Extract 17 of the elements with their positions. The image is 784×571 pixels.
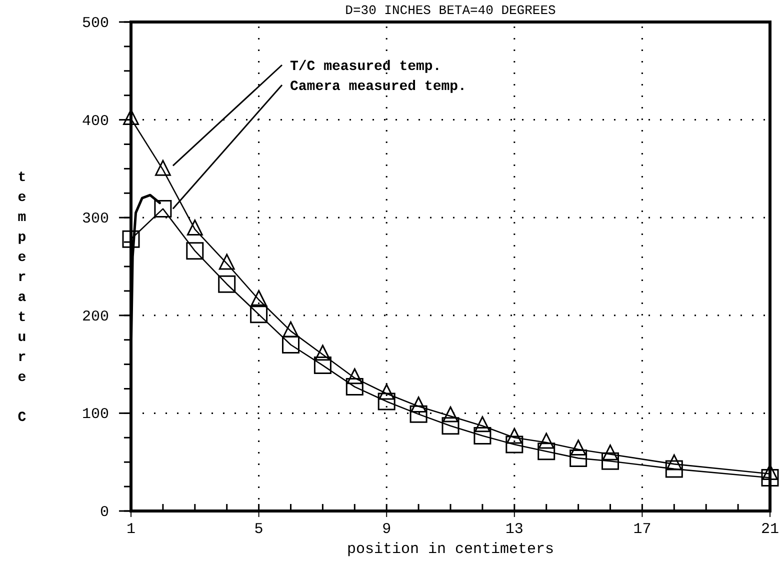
text: T/C measured temp. [290,59,442,75]
y-tick-label: 100 [82,406,109,424]
x-tick-label: 1 [126,521,136,538]
y-tick-label: 200 [82,308,109,326]
x-tick-label: 13 [505,521,524,538]
x-tick-label: 21 [760,521,780,538]
chart-title: D=30 INCHES BETA=40 DEGREES [345,3,556,18]
x-tick-label: 17 [633,521,652,538]
x-tick-label: 9 [382,521,392,538]
y-axis-title: temperature C [14,170,30,430]
y-tick-label: 500 [82,15,109,32]
y-tick-label: 0 [100,504,109,521]
y-tick-label: 400 [82,112,109,130]
y-tick-label: 300 [82,210,109,228]
text: Camera measured temp. [290,79,466,95]
x-tick-label: 5 [254,521,264,538]
x-axis-title: position in centimeters [346,541,554,558]
